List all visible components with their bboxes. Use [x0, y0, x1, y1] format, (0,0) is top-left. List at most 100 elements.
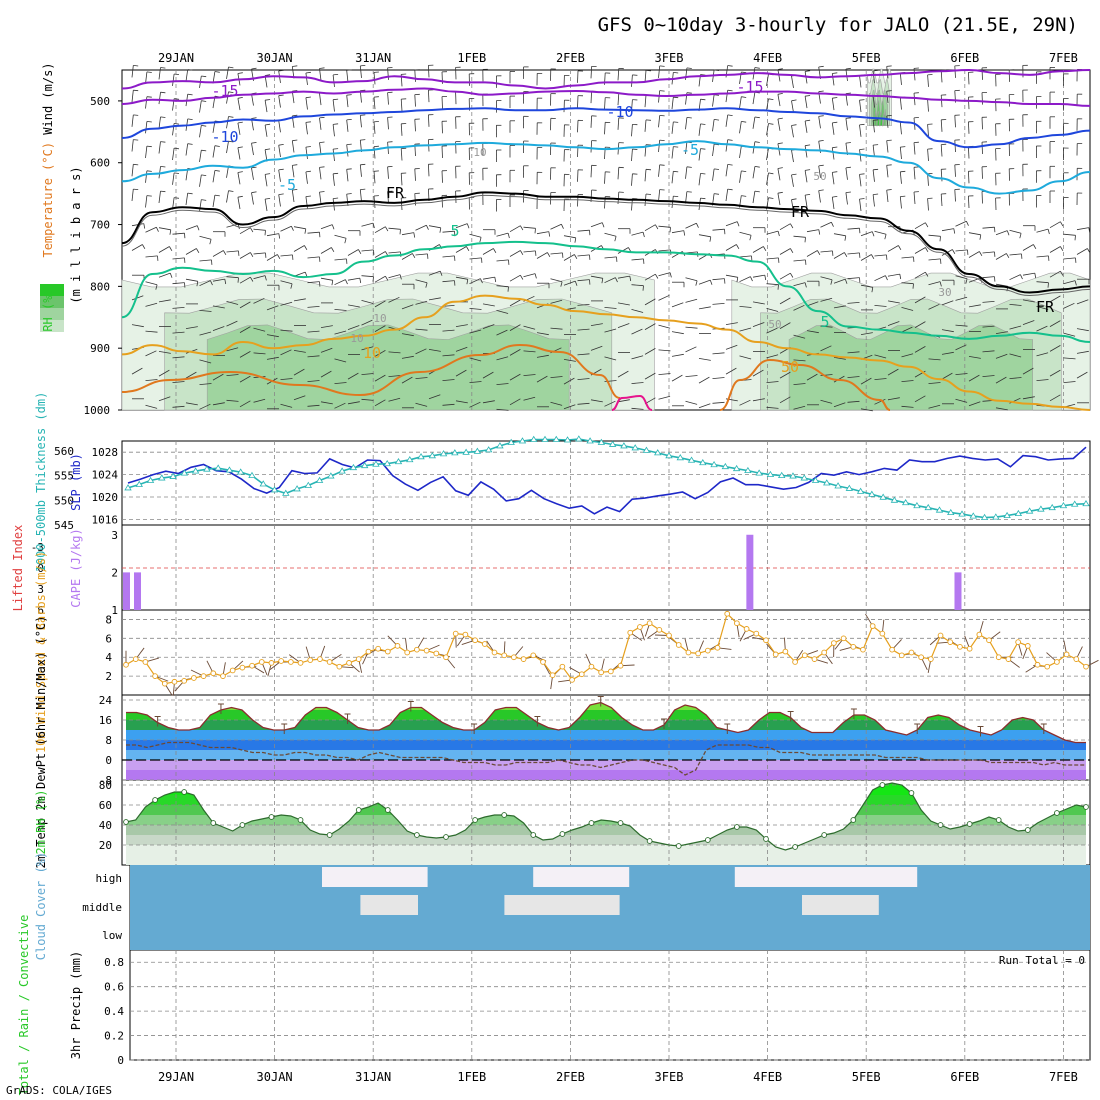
wind-barb — [374, 300, 386, 308]
wind-speed-point — [210, 670, 217, 677]
wind-barb-flag — [777, 230, 780, 237]
wind-barb — [320, 247, 332, 254]
wind-barb — [172, 331, 185, 334]
series-dewpoint — [126, 741, 1086, 776]
wind-barb — [955, 249, 968, 252]
wind-barb — [266, 233, 279, 237]
tick-label: 500 — [90, 95, 110, 108]
bottom-date-label: 1FEB — [457, 1070, 486, 1084]
wind-barb-flag — [790, 272, 794, 278]
wind-barb — [293, 350, 306, 353]
wind-barb — [941, 372, 953, 380]
wind-barb-flag — [399, 274, 402, 280]
wind-barb-flag — [700, 173, 706, 175]
wind-barb — [361, 346, 374, 351]
wind-barb — [388, 296, 400, 303]
wind-barb — [145, 121, 148, 134]
wind-barb — [172, 232, 185, 235]
wind-barb-flag — [187, 118, 193, 120]
thickness-point — [879, 493, 887, 500]
wind-barb — [199, 359, 212, 364]
wind-barb — [1049, 320, 1061, 327]
wind-barb-flag — [714, 119, 720, 121]
wind-barb-flag — [360, 65, 366, 67]
wind-barb-flag — [331, 280, 334, 286]
wind-barb-flag — [174, 98, 180, 100]
wind-speed-point — [889, 646, 895, 653]
contour-label: -5 — [681, 141, 699, 159]
wind-barb — [185, 326, 198, 329]
wind-barb — [941, 228, 954, 232]
wind-barb — [685, 400, 698, 405]
wind-barb-flag — [768, 123, 774, 125]
wind-barb — [725, 322, 738, 325]
wind-barb — [847, 376, 860, 378]
contour-label: -15 — [736, 78, 763, 96]
wind-barb-flag — [900, 195, 906, 197]
wind-barb — [631, 407, 644, 410]
wind-barb — [523, 374, 536, 376]
wind-barb — [739, 399, 751, 406]
wind-barb-flag — [614, 236, 617, 242]
wind-barb-flag — [673, 170, 679, 173]
wind-barb — [833, 233, 846, 237]
rh-point — [763, 836, 769, 842]
wind-barb — [212, 402, 225, 406]
wind-barb-flag — [845, 142, 851, 144]
rh-point — [617, 820, 624, 826]
wind-barb — [307, 256, 320, 259]
wind-barb — [496, 285, 509, 288]
wind-speed-point — [840, 635, 847, 642]
wind-barb — [779, 322, 791, 329]
wind-barb — [415, 402, 428, 407]
wind-barb — [199, 259, 212, 262]
wind-barb — [226, 223, 239, 228]
wind-barb — [831, 172, 835, 185]
wind-barb — [955, 344, 967, 351]
wind-barb-flag — [223, 250, 227, 256]
wind-barb-flag — [832, 72, 838, 74]
wind-barb-flag — [214, 71, 220, 73]
wind-barb-flag — [873, 144, 879, 146]
wind-barb — [698, 279, 711, 285]
thickness-point — [180, 469, 189, 476]
wind-barb — [604, 277, 616, 284]
wind-barb — [698, 198, 701, 211]
wind-barb — [712, 352, 725, 355]
wind-barb — [845, 192, 848, 205]
wind-barb — [901, 353, 914, 358]
rh-color-key — [40, 284, 64, 332]
wind-barb-flag — [251, 142, 257, 144]
wind-barb — [901, 380, 914, 382]
wind-barb — [590, 323, 603, 326]
top-date-label: 6FEB — [950, 51, 979, 65]
wind-barb — [332, 124, 335, 137]
clear-segment-high — [322, 867, 428, 887]
wind-barb — [359, 164, 362, 177]
wind-barb — [1036, 325, 1048, 332]
wind-barb-flag — [832, 97, 838, 99]
wind-barb-flag — [250, 252, 254, 258]
wind-barb — [1022, 367, 1034, 375]
wind-barb-flag — [372, 276, 374, 282]
wind-barb — [752, 322, 765, 327]
wind-barb — [400, 148, 403, 161]
temp-bands — [126, 702, 1086, 780]
thickness-point — [473, 447, 482, 454]
wind-speed-point — [394, 643, 401, 649]
wind-barb — [482, 303, 495, 307]
wind-barb — [860, 332, 873, 335]
wind-barb — [820, 345, 832, 352]
wind-barb — [264, 100, 268, 113]
wind-barb — [226, 399, 239, 402]
rh-point — [152, 797, 158, 803]
tick-label: 1020 — [92, 491, 119, 504]
wind-barb — [237, 98, 241, 111]
wind-barb — [860, 254, 872, 261]
wind-barb — [1022, 244, 1034, 251]
wind-barb — [280, 329, 293, 332]
wind-barb-flag — [695, 280, 698, 286]
wind-barb — [886, 140, 889, 153]
wind-barb — [617, 167, 620, 180]
wind-barb — [158, 92, 161, 105]
